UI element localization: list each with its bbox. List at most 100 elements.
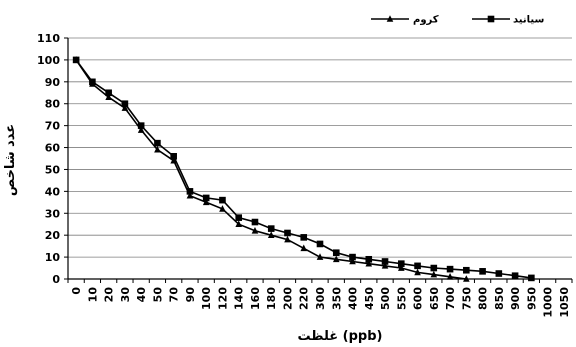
legend: سیانید کروم — [371, 15, 544, 26]
data-point-square — [511, 272, 519, 280]
data-point-square — [251, 218, 259, 226]
data-point-triangle — [72, 56, 80, 63]
y-tick-label: 10 — [45, 251, 61, 264]
data-point-square — [300, 234, 308, 241]
data-point-triangle — [386, 15, 394, 22]
data-point-square — [414, 262, 421, 270]
data-point-square — [487, 15, 495, 23]
data-point-square — [365, 255, 373, 263]
data-point-square — [219, 196, 226, 204]
x-tick-label: 450 — [363, 287, 376, 310]
x-tick-label: 650 — [428, 287, 441, 310]
data-point-square — [397, 260, 405, 267]
legend-label: سیانید — [513, 15, 544, 26]
x-tick-label: 100 — [200, 287, 213, 310]
y-axis-title: عدد شاخص — [3, 124, 18, 196]
data-point-triangle — [170, 156, 177, 164]
data-point-triangle — [235, 220, 243, 228]
y-tick-label: 40 — [45, 185, 61, 198]
data-point-triangle — [154, 145, 161, 153]
data-point-triangle — [349, 257, 356, 265]
x-tick-label: 800 — [477, 287, 490, 310]
x-tick-label: 70 — [168, 287, 181, 303]
x-tick-label: 350 — [330, 287, 343, 310]
data-point-triangle — [430, 270, 438, 278]
x-tick-label: 90 — [184, 287, 197, 303]
x-tick-label: 1000 — [542, 287, 555, 318]
data-point-triangle — [300, 244, 308, 252]
data-point-square — [446, 265, 454, 273]
x-tick-label: 600 — [412, 287, 425, 310]
y-tick-label: 70 — [45, 120, 61, 133]
data-point-square — [430, 264, 438, 272]
data-point-square — [170, 153, 177, 160]
data-point-triangle — [284, 235, 291, 243]
y-tick-label: 80 — [45, 98, 61, 111]
series-lines — [72, 56, 535, 282]
data-point-square — [154, 139, 161, 147]
data-point-triangle — [365, 259, 373, 267]
data-point-triangle — [105, 93, 112, 100]
y-tick-label: 30 — [45, 207, 61, 220]
data-point-square — [121, 100, 129, 108]
x-tick-label: 550 — [395, 287, 408, 310]
x-tick-label: 30 — [119, 287, 132, 303]
x-tick-label: 1050 — [558, 287, 571, 318]
data-point-triangle — [137, 126, 145, 133]
data-point-triangle — [202, 198, 210, 206]
data-point-triangle — [463, 275, 470, 282]
x-tick-label: 40 — [135, 287, 148, 303]
x-tick-label: 140 — [233, 287, 246, 310]
data-point-triangle — [251, 227, 259, 234]
legend-label: کروم — [413, 15, 439, 26]
data-point-triangle — [381, 262, 389, 269]
y-tick-label: 50 — [45, 163, 61, 176]
data-point-square — [528, 274, 535, 282]
data-point-square — [463, 266, 470, 274]
data-point-triangle — [316, 253, 324, 260]
data-point-triangle — [414, 268, 421, 276]
gridlines — [68, 37, 572, 258]
x-tick-labels: 0 10 20 30 40 50 70 90 100 120 140 160 180 200 220 300 3… — [70, 287, 571, 318]
data-point-square — [495, 270, 503, 277]
data-point-triangle — [267, 231, 275, 238]
x-tick-label: 200 — [281, 287, 294, 310]
x-tick-label: 0 — [70, 287, 83, 295]
x-axis-title: غلظت (ppb) — [298, 329, 383, 344]
data-point-triangle — [89, 80, 96, 87]
data-point-triangle — [219, 205, 226, 212]
y-tick-labels: 0 10 20 30 40 50 60 70 80 90 100 110 — [37, 32, 60, 286]
y-tick-label: 60 — [45, 142, 61, 155]
x-tick-label: 300 — [314, 287, 327, 310]
x-tick-label: 500 — [379, 287, 392, 310]
data-point-triangle — [186, 191, 194, 199]
y-tick-label: 110 — [37, 32, 60, 45]
y-tick-label: 0 — [52, 273, 60, 286]
y-tick-label: 90 — [45, 76, 61, 89]
data-point-square — [479, 268, 486, 275]
x-tick-label: 700 — [444, 287, 457, 310]
y-tick-label: 100 — [37, 54, 60, 67]
x-tick-label: 750 — [460, 287, 473, 310]
data-point-square — [186, 188, 194, 195]
data-point-square — [202, 194, 210, 202]
data-point-square — [381, 258, 389, 265]
x-tick-label: 180 — [265, 287, 278, 310]
data-point-square — [316, 240, 324, 248]
y-tick-label: 20 — [45, 229, 61, 242]
data-point-square — [235, 214, 243, 221]
data-point-square — [349, 253, 356, 261]
x-tick-label: 220 — [298, 287, 311, 310]
data-point-square — [332, 249, 340, 257]
data-point-triangle — [446, 273, 454, 280]
data-point-square — [105, 89, 112, 97]
data-point-square — [284, 229, 291, 237]
data-point-triangle — [332, 255, 340, 263]
x-tick-label: 50 — [151, 287, 164, 303]
data-point-square — [137, 122, 145, 129]
x-tick-label: 20 — [103, 287, 116, 303]
x-tick-label: 850 — [493, 287, 506, 310]
x-tick-label: 900 — [509, 287, 522, 310]
x-tick-label: 120 — [216, 287, 229, 310]
